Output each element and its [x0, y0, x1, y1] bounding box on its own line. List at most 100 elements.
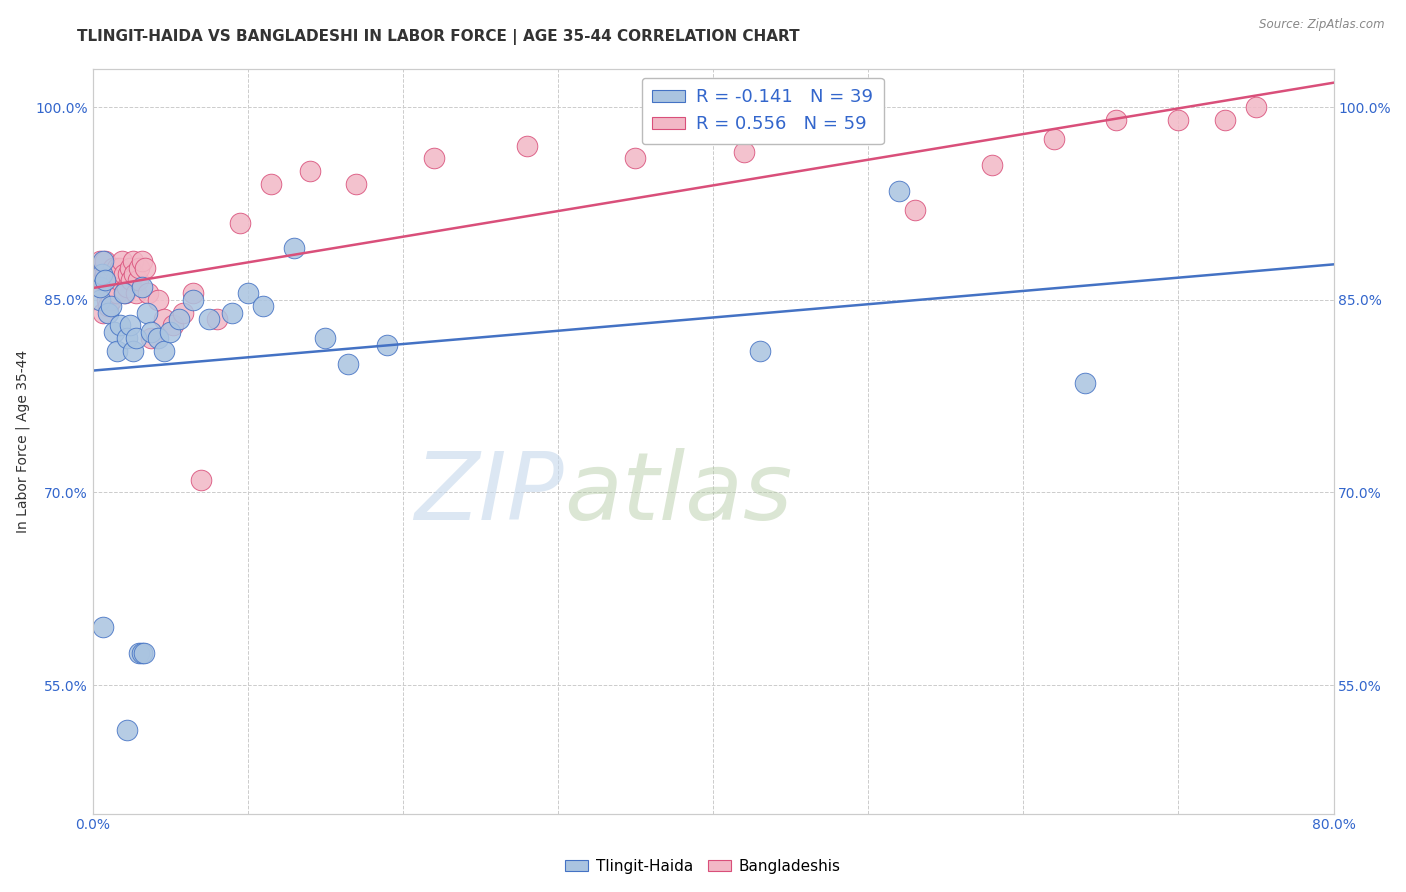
- Point: [141, 325, 163, 339]
- Point: [97, 305, 120, 319]
- Point: [1105, 112, 1128, 127]
- Point: [125, 331, 148, 345]
- Point: [733, 145, 755, 159]
- Point: [110, 260, 132, 275]
- Point: [128, 646, 150, 660]
- Point: [115, 723, 138, 737]
- Point: [115, 331, 138, 345]
- Point: [110, 318, 132, 333]
- Point: [105, 286, 128, 301]
- Point: [1043, 132, 1066, 146]
- Text: Source: ZipAtlas.com: Source: ZipAtlas.com: [1260, 18, 1385, 31]
- Point: [1167, 112, 1189, 127]
- Text: TLINGIT-HAIDA VS BANGLADESHI IN LABOR FORCE | AGE 35-44 CORRELATION CHART: TLINGIT-HAIDA VS BANGLADESHI IN LABOR FO…: [77, 29, 800, 45]
- Point: [97, 299, 120, 313]
- Point: [101, 260, 124, 275]
- Point: [122, 344, 145, 359]
- Point: [100, 299, 122, 313]
- Point: [1213, 112, 1236, 127]
- Point: [135, 305, 157, 319]
- Point: [128, 260, 150, 275]
- Point: [118, 318, 141, 333]
- Point: [89, 280, 111, 294]
- Point: [344, 177, 367, 191]
- Point: [100, 293, 122, 307]
- Point: [172, 305, 194, 319]
- Point: [516, 138, 538, 153]
- Point: [624, 152, 647, 166]
- Point: [127, 273, 149, 287]
- Point: [105, 344, 128, 359]
- Point: [132, 646, 155, 660]
- Point: [159, 325, 181, 339]
- Point: [298, 164, 321, 178]
- Point: [115, 280, 138, 294]
- Point: [93, 273, 115, 287]
- Point: [94, 267, 117, 281]
- Point: [97, 280, 120, 294]
- Point: [825, 126, 848, 140]
- Point: [120, 273, 142, 287]
- Point: [111, 254, 134, 268]
- Point: [423, 152, 446, 166]
- Point: [117, 267, 139, 281]
- Point: [89, 293, 111, 307]
- Y-axis label: In Labor Force | Age 35-44: In Labor Force | Age 35-44: [15, 350, 30, 533]
- Legend: R = -0.141   N = 39, R = 0.556   N = 59: R = -0.141 N = 39, R = 0.556 N = 59: [641, 78, 883, 145]
- Point: [183, 286, 205, 301]
- Point: [169, 312, 191, 326]
- Point: [131, 646, 153, 660]
- Point: [112, 267, 135, 281]
- Point: [314, 331, 336, 345]
- Point: [146, 293, 169, 307]
- Point: [1074, 376, 1097, 391]
- Point: [105, 260, 128, 275]
- Point: [205, 312, 228, 326]
- Point: [1244, 100, 1267, 114]
- Point: [375, 337, 398, 351]
- Point: [153, 312, 176, 326]
- Point: [221, 305, 243, 319]
- Point: [94, 273, 117, 287]
- Point: [93, 620, 115, 634]
- Legend: Tlingit-Haida, Bangladeshis: Tlingit-Haida, Bangladeshis: [560, 853, 846, 880]
- Text: ZIP: ZIP: [415, 448, 564, 539]
- Point: [103, 286, 125, 301]
- Point: [90, 267, 112, 281]
- Point: [104, 273, 127, 287]
- Point: [162, 318, 184, 333]
- Point: [889, 184, 911, 198]
- Point: [198, 312, 221, 326]
- Point: [981, 158, 1004, 172]
- Point: [146, 331, 169, 345]
- Point: [183, 293, 205, 307]
- Point: [93, 305, 115, 319]
- Point: [112, 286, 135, 301]
- Point: [748, 344, 770, 359]
- Point: [260, 177, 283, 191]
- Point: [904, 202, 927, 217]
- Point: [141, 331, 163, 345]
- Point: [101, 280, 124, 294]
- Point: [236, 286, 259, 301]
- Point: [229, 216, 252, 230]
- Point: [89, 267, 111, 281]
- Point: [252, 299, 274, 313]
- Point: [337, 357, 360, 371]
- Point: [103, 325, 125, 339]
- Point: [89, 280, 111, 294]
- Point: [114, 286, 136, 301]
- Text: atlas: atlas: [564, 448, 793, 539]
- Point: [98, 267, 121, 281]
- Point: [118, 260, 141, 275]
- Point: [153, 344, 176, 359]
- Point: [89, 254, 111, 268]
- Point: [134, 260, 156, 275]
- Point: [93, 254, 115, 268]
- Point: [190, 473, 212, 487]
- Point: [124, 267, 146, 281]
- Point: [283, 241, 305, 255]
- Point: [125, 286, 148, 301]
- Point: [131, 254, 153, 268]
- Point: [108, 273, 131, 287]
